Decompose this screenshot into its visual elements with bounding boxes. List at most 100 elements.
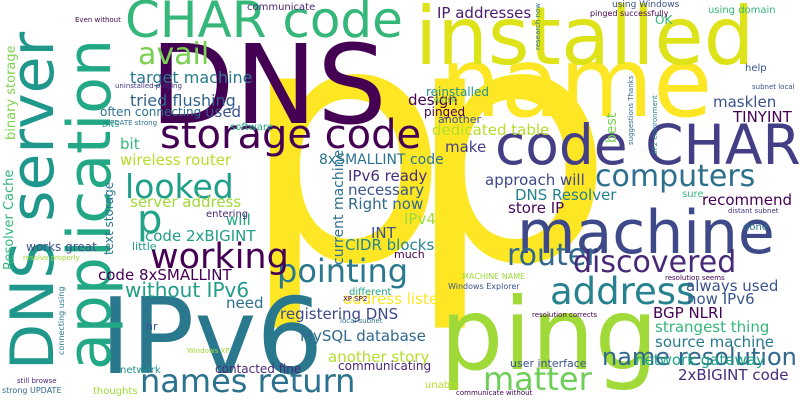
word-62: strangest thing <box>655 318 770 336</box>
word-65: another story <box>328 348 430 366</box>
word-25: p <box>137 197 163 243</box>
word-14: address <box>550 270 696 313</box>
word-87: network <box>120 365 161 376</box>
word-82: OK <box>655 13 673 27</box>
word-101: SP2 environment <box>651 95 659 155</box>
word-16: router <box>507 238 599 273</box>
word-112: resolve properly <box>23 254 80 262</box>
word-55: current machine <box>331 149 347 265</box>
word-2: name <box>440 27 713 139</box>
word-100: suggestions Thanks <box>627 75 635 145</box>
word-91: communicate <box>247 2 316 13</box>
word-27: target machine <box>130 68 253 87</box>
word-80: entering <box>206 209 249 220</box>
word-1: p <box>405 0 615 337</box>
word-96: uninstalled pinging <box>115 82 182 90</box>
word-88: thoughts <box>93 386 138 397</box>
word-71: Resolver Cache <box>2 169 17 270</box>
word-92: using Windows <box>612 0 680 10</box>
word-21: matter <box>483 360 592 398</box>
word-63: MySQL database <box>300 327 426 345</box>
word-41: make <box>445 138 487 156</box>
word-66: network gateway <box>635 351 765 369</box>
word-84: sure <box>682 189 704 200</box>
word-70: contacted fine <box>215 362 302 376</box>
word-30: pinged <box>424 105 466 119</box>
word-102: subnet local <box>752 83 795 91</box>
word-86: different <box>349 287 392 298</box>
word-34: TINYINT <box>733 108 792 126</box>
word-114: still browse <box>17 377 57 385</box>
word-4: installed <box>415 0 755 83</box>
word-50: store IP <box>508 199 565 217</box>
word-12: storage code <box>160 112 422 158</box>
word-20: looked <box>125 167 234 206</box>
word-52: will <box>226 211 251 229</box>
word-9: CHAR code <box>125 0 403 49</box>
word-61: BGP NLRI <box>653 304 723 322</box>
word-90: user interface <box>510 357 587 370</box>
word-11: machine <box>517 198 775 268</box>
word-56: code 8xSMALLINT <box>98 266 232 284</box>
word-32: work <box>433 95 458 106</box>
word-68: need <box>226 294 264 312</box>
word-18: pointing <box>277 252 409 290</box>
word-98: DNS <box>102 120 120 129</box>
word-76: much <box>394 248 425 261</box>
word-67: 2xBIGINT code <box>678 366 789 384</box>
word-17: discovered <box>573 245 737 280</box>
word-73: text storage <box>102 181 116 255</box>
word-35: dedicated table <box>432 121 550 139</box>
word-19: working <box>150 237 289 277</box>
word-97: UPDATE strong <box>105 119 158 127</box>
word-15: computers <box>595 159 756 194</box>
word-22: avail <box>138 37 210 72</box>
word-26: IP addresses <box>437 4 532 22</box>
word-6: IPv6 <box>100 276 324 398</box>
word-47: server address <box>130 193 242 211</box>
word-3: DNS <box>150 21 387 149</box>
word-103: distant subnet <box>728 207 779 215</box>
word-49: DNS Resolver <box>515 186 617 204</box>
word-10: code CHAR <box>495 113 800 177</box>
word-37: often connecting <box>100 105 202 119</box>
word-89: unable <box>425 380 460 391</box>
word-53: INT <box>371 224 396 242</box>
word-0: p <box>240 0 450 337</box>
word-38: bit <box>120 135 140 153</box>
word-106: Windows Explorer <box>448 282 520 291</box>
word-57: always used <box>686 277 779 295</box>
word-51: IPv4 <box>404 210 436 228</box>
word-29: design <box>408 91 458 109</box>
word-13: names return <box>140 362 356 400</box>
word-85: hr <box>146 320 158 333</box>
word-46: Right now <box>348 195 424 213</box>
word-5: ping <box>440 276 659 393</box>
word-45: necessary <box>348 181 425 199</box>
word-81: help <box>745 63 767 74</box>
word-48: code 2xBIGINT <box>145 227 256 245</box>
word-64: source machine <box>655 333 775 351</box>
word-99: research now <box>534 3 542 50</box>
word-28: tried flushing <box>130 91 236 110</box>
word-39: wireless router <box>120 151 232 169</box>
word-105: resolution corrects <box>532 311 598 319</box>
word-95: Even without <box>75 16 121 24</box>
word-79: software <box>230 122 273 133</box>
word-40: 8xSMALLINT code <box>319 152 444 168</box>
word-109: local subnet <box>340 317 383 325</box>
word-77: best <box>604 112 620 143</box>
word-54: CIDR blocks <box>345 236 435 254</box>
word-94: using domain <box>708 5 776 16</box>
word-113: connecting using <box>57 286 66 355</box>
word-33: masklen <box>713 93 777 111</box>
word-108: XP SP2 <box>343 295 368 303</box>
word-83: done <box>743 222 768 233</box>
word-60: registering DNS <box>280 305 399 323</box>
word-75: little <box>132 240 157 253</box>
word-42: approach will <box>485 171 585 189</box>
word-36: used <box>205 103 242 121</box>
word-24: without IPv6 <box>125 278 250 302</box>
word-78: another <box>438 113 482 126</box>
